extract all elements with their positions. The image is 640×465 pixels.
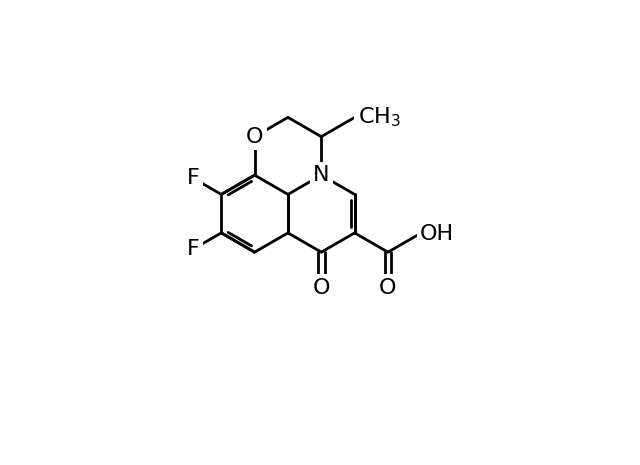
- Text: O: O: [312, 278, 330, 298]
- Text: O: O: [246, 126, 264, 146]
- Text: OH: OH: [420, 225, 454, 245]
- Text: F: F: [187, 239, 199, 259]
- Text: CH$_3$: CH$_3$: [358, 106, 401, 129]
- Text: N: N: [313, 165, 330, 185]
- Text: F: F: [187, 168, 199, 188]
- Text: O: O: [380, 278, 397, 298]
